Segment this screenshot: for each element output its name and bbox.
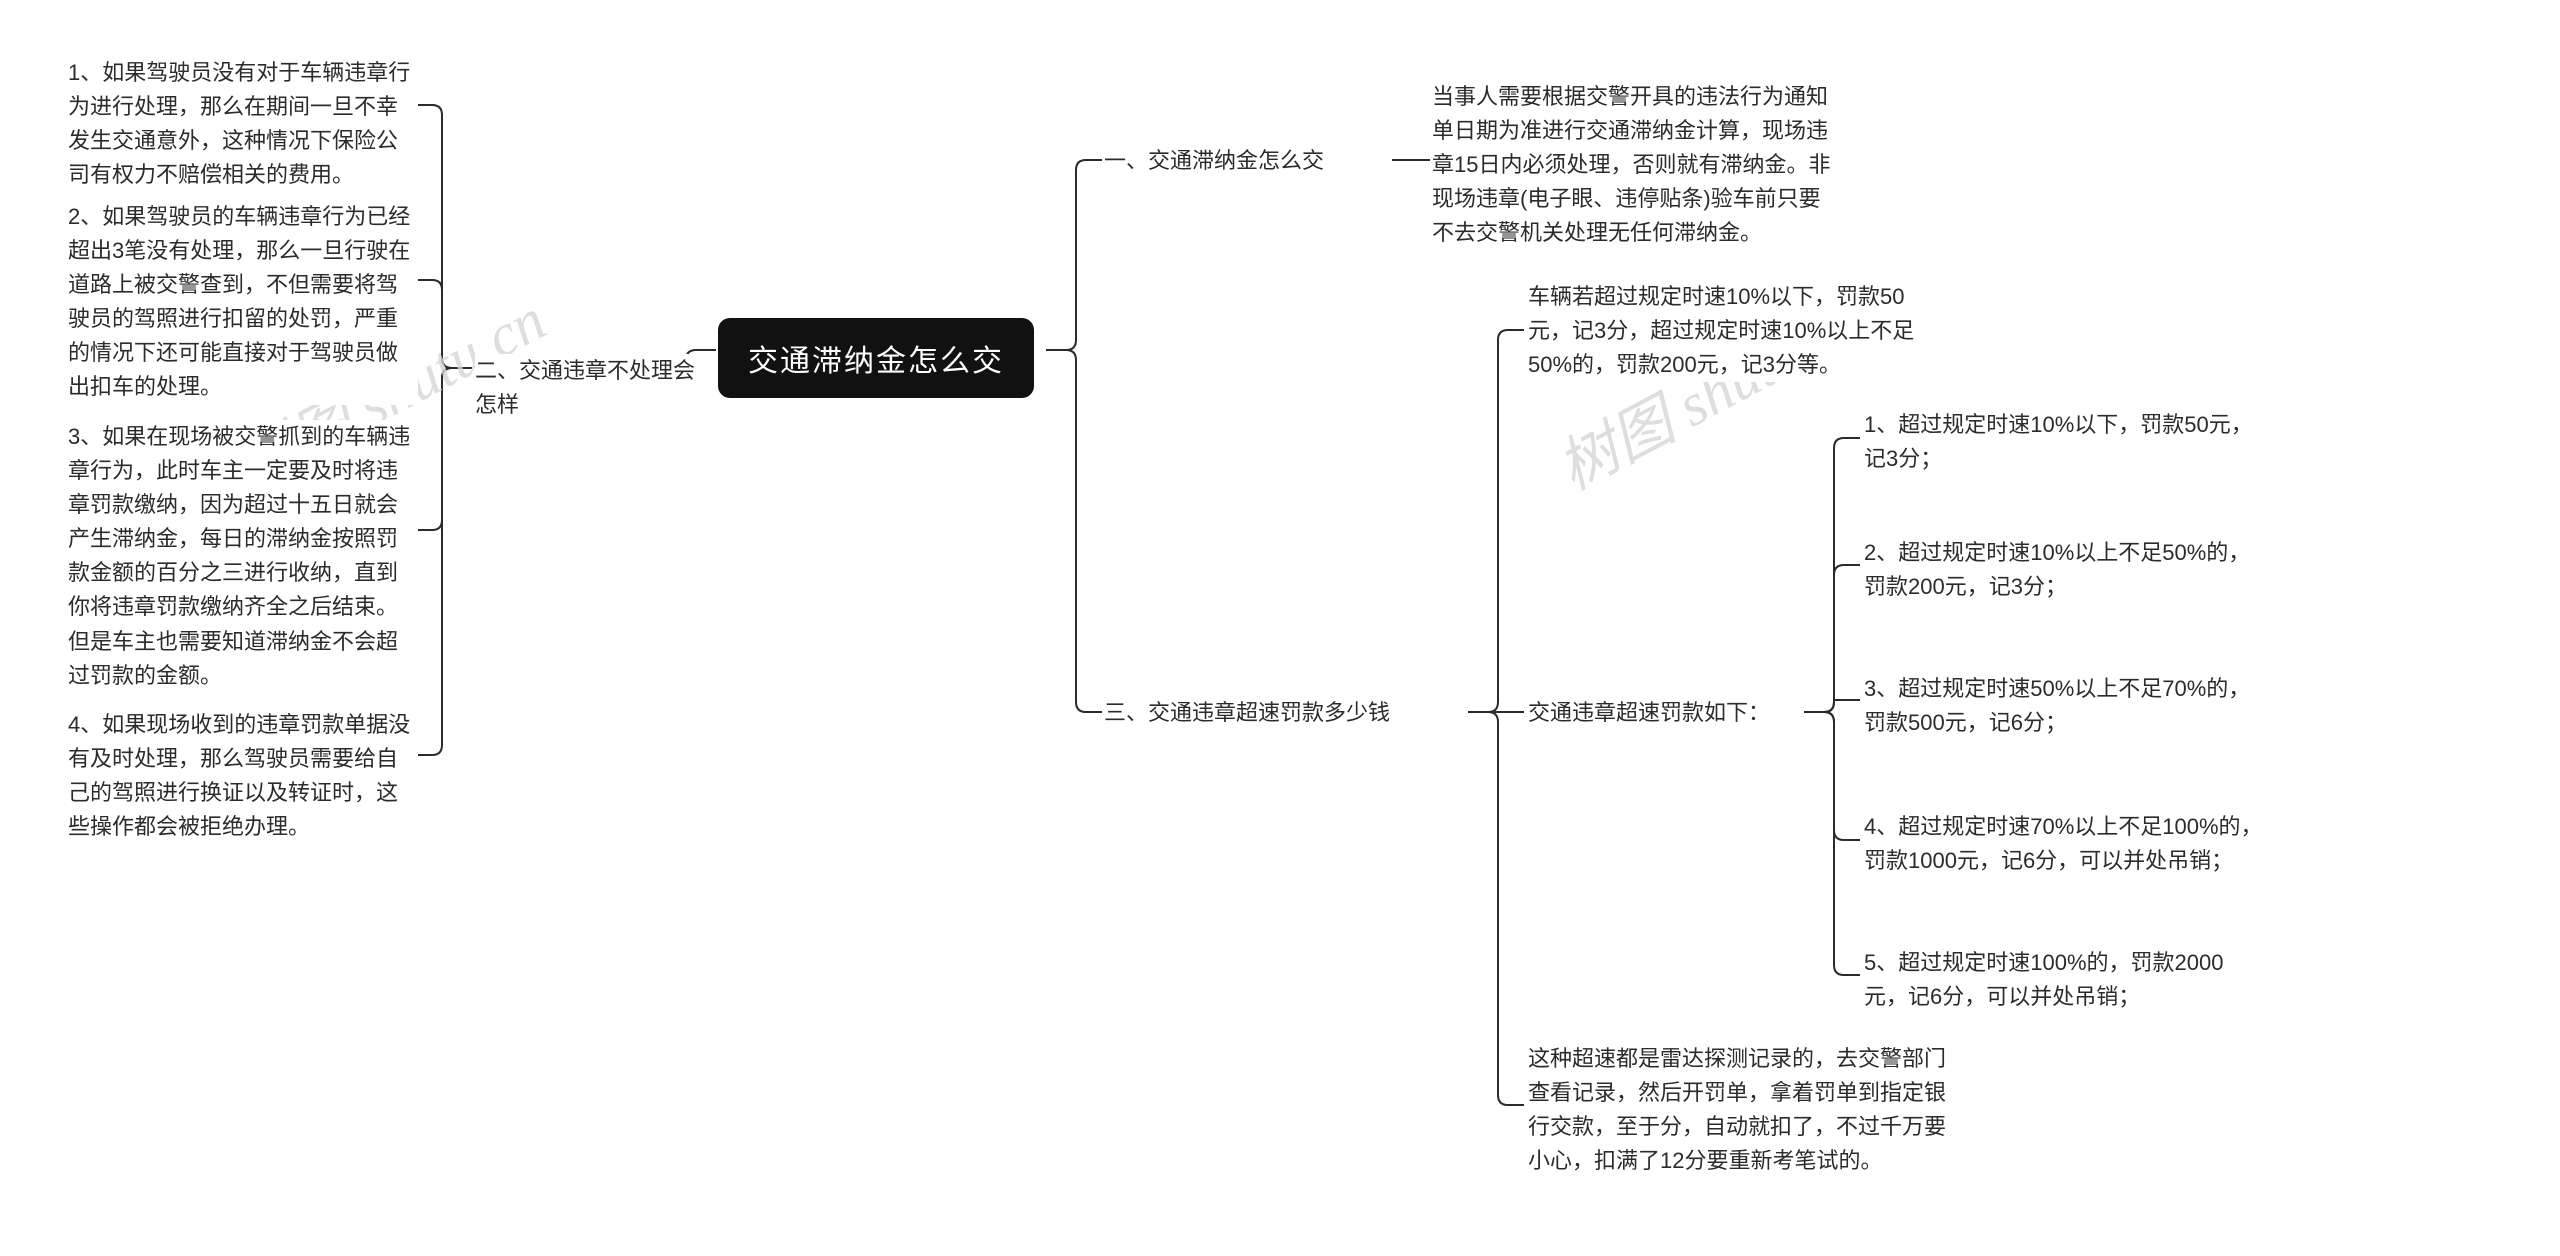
branch3-item-2: 2、超过规定时速10%以上不足50%的，罚款200元，记3分； [1864,536,2264,604]
branch3-item-4: 4、超过规定时速70%以上不足100%的，罚款1000元，记6分，可以并处吊销； [1864,810,2264,878]
right-branch3-title: 三、交通违章超速罚款多少钱 [1104,696,1464,730]
left-leaf-3: 3、如果在现场被交警抓到的车辆违章行为，此时车主一定要及时将违章罚款缴纳，因为超… [68,420,418,693]
mindmap-root: 交通滞纳金怎么交 [718,318,1034,398]
branch3-intro: 车辆若超过规定时速10%以下，罚款50元，记3分，超过规定时速10%以上不足50… [1528,280,1928,382]
branch3-list-title: 交通违章超速罚款如下： [1528,696,1798,730]
branch3-item-3: 3、超过规定时速50%以上不足70%的，罚款500元，记6分； [1864,672,2264,740]
left-leaf-1: 1、如果驾驶员没有对于车辆违章行为进行处理，那么在期间一旦不幸发生交通意外，这种… [68,56,418,192]
branch3-note: 这种超速都是雷达探测记录的，去交警部门查看记录，然后开罚单，拿着罚单到指定银行交… [1528,1042,1948,1178]
left-branch-title: 二、交通违章不处理会怎样 [475,354,705,422]
right-branch1-body: 当事人需要根据交警开具的违法行为通知单日期为准进行交通滞纳金计算，现场违章15日… [1432,80,1832,250]
branch3-item-1: 1、超过规定时速10%以下，罚款50元，记3分； [1864,408,2264,476]
branch3-item-5: 5、超过规定时速100%的，罚款2000元，记6分，可以并处吊销； [1864,946,2264,1014]
left-leaf-4: 4、如果现场收到的违章罚款单据没有及时处理，那么驾驶员需要给自己的驾照进行换证以… [68,708,418,844]
right-branch1-title: 一、交通滞纳金怎么交 [1104,144,1389,178]
left-leaf-2: 2、如果驾驶员的车辆违章行为已经超出3笔没有处理，那么一旦行驶在道路上被交警查到… [68,200,418,405]
